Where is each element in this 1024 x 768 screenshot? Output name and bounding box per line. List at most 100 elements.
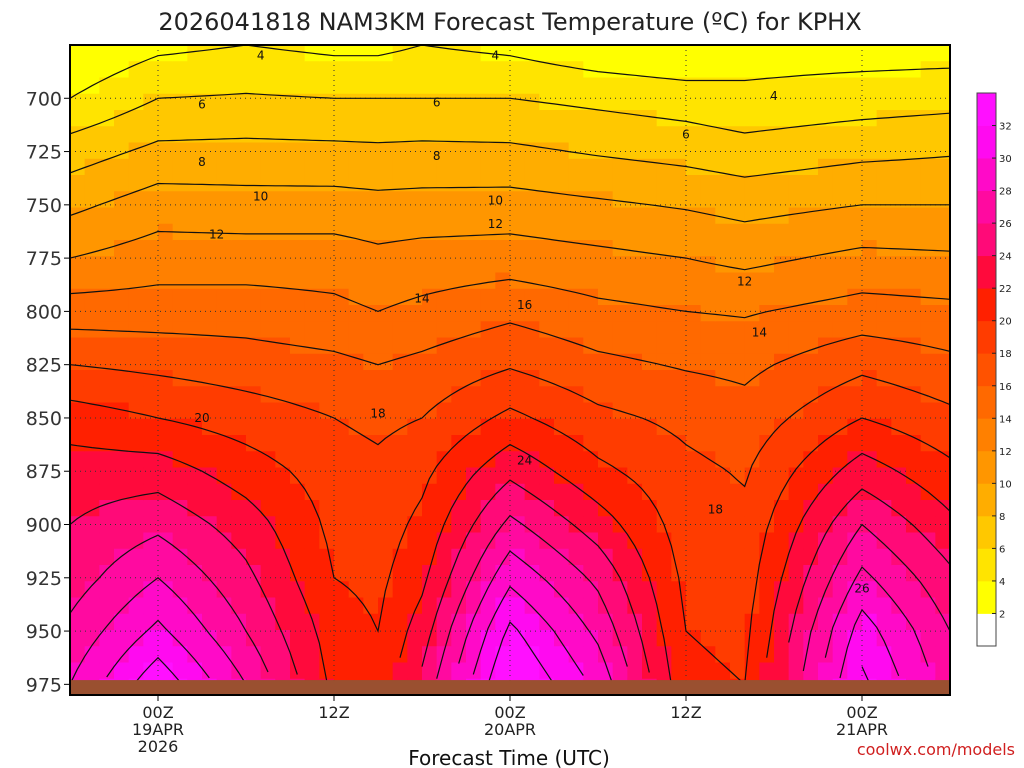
temperature-cell [744, 435, 760, 452]
temperature-cell [407, 93, 423, 111]
temperature-cell [627, 418, 643, 436]
temperature-cell [290, 288, 306, 306]
temperature-cell [803, 532, 819, 550]
temperature-cell [84, 288, 100, 306]
temperature-cell [436, 451, 452, 469]
temperature-cell [686, 272, 702, 290]
temperature-cell [363, 45, 379, 62]
temperature-cell [172, 305, 188, 322]
temperature-cell [876, 288, 892, 306]
temperature-cell [847, 337, 863, 355]
temperature-cell [906, 142, 922, 160]
temperature-cell [656, 77, 672, 95]
temperature-cell [495, 353, 511, 371]
temperature-cell [422, 597, 438, 615]
temperature-cell [202, 158, 218, 176]
temperature-cell [906, 288, 922, 306]
temperature-cell [436, 223, 452, 241]
temperature-cell [216, 646, 232, 664]
temperature-cell [847, 548, 863, 566]
temperature-cell [715, 175, 731, 192]
temperature-cell [715, 337, 731, 355]
temperature-cell [876, 207, 892, 225]
colorbar-swatch [977, 548, 996, 582]
temperature-cell [348, 662, 364, 680]
temperature-cell [524, 662, 540, 680]
temperature-cell [319, 548, 335, 566]
temperature-cell [378, 158, 394, 176]
temperature-cell [466, 223, 482, 241]
temperature-cell [656, 467, 672, 485]
temperature-cell [84, 126, 100, 144]
temperature-cell [216, 61, 232, 79]
temperature-cell [568, 370, 584, 387]
temperature-cell [876, 175, 892, 192]
temperature-cell [187, 158, 203, 176]
temperature-cell [304, 288, 320, 306]
temperature-cell [788, 337, 804, 355]
temperature-cell [876, 126, 892, 144]
temperature-cell [539, 61, 555, 79]
temperature-cell [906, 597, 922, 615]
temperature-cell [143, 142, 159, 160]
temperature-cell [334, 353, 350, 371]
temperature-cell [920, 386, 936, 404]
temperature-cell [906, 451, 922, 469]
temperature-cell [906, 386, 922, 404]
temperature-cell [202, 110, 218, 127]
temperature-cell [906, 646, 922, 664]
temperature-cell [304, 370, 320, 387]
colorbar-swatch [977, 385, 996, 419]
temperature-cell [510, 240, 526, 257]
temperature-cell [231, 500, 247, 517]
temperature-cell [407, 386, 423, 404]
temperature-cell [686, 45, 702, 62]
temperature-cell [642, 435, 658, 452]
temperature-cell [832, 321, 848, 339]
temperature-cell [818, 418, 834, 436]
temperature-cell [612, 191, 628, 209]
temperature-cell [876, 337, 892, 355]
temperature-cell [451, 305, 467, 322]
isotherm-label: 10 [253, 189, 268, 203]
temperature-cell [216, 532, 232, 550]
temperature-cell [495, 402, 511, 420]
temperature-cell [656, 402, 672, 420]
temperature-cell [627, 597, 643, 615]
temperature-cell [407, 142, 423, 160]
temperature-cell [744, 93, 760, 111]
temperature-cell [246, 581, 262, 599]
temperature-cell [495, 613, 511, 631]
temperature-cell [422, 191, 438, 209]
temperature-cell [70, 337, 86, 355]
temperature-cell [436, 402, 452, 420]
source-credit[interactable]: coolwx.com/models [857, 740, 1015, 759]
temperature-cell [451, 191, 467, 209]
temperature-cell [187, 45, 203, 62]
temperature-cell [84, 402, 100, 420]
temperature-cell [539, 548, 555, 566]
temperature-cell [774, 418, 790, 436]
y-tick-label: 950 [26, 621, 62, 643]
temperature-cell [143, 386, 159, 404]
temperature-cell [920, 61, 936, 79]
temperature-cell [436, 77, 452, 95]
temperature-cell [862, 142, 878, 160]
temperature-cell [466, 435, 482, 452]
temperature-cell [818, 565, 834, 582]
temperature-cell [818, 321, 834, 339]
temperature-cell [260, 467, 276, 485]
temperature-cell [378, 142, 394, 160]
temperature-cell [554, 500, 570, 517]
temperature-cell [466, 646, 482, 664]
temperature-cell [436, 630, 452, 647]
temperature-cell [319, 61, 335, 79]
temperature-cell [319, 646, 335, 664]
temperature-cell [99, 126, 115, 144]
temperature-cell [216, 142, 232, 160]
temperature-cell [554, 175, 570, 192]
temperature-cell [612, 61, 628, 79]
temperature-cell [436, 646, 452, 664]
temperature-cell [539, 646, 555, 664]
temperature-cell [803, 386, 819, 404]
